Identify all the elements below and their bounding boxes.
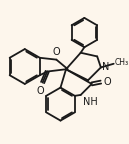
- Text: CH₃: CH₃: [115, 58, 129, 67]
- Text: O: O: [37, 86, 45, 96]
- Text: NH: NH: [83, 97, 98, 107]
- Text: N: N: [102, 62, 109, 72]
- Text: O: O: [104, 77, 111, 87]
- Text: O: O: [53, 47, 60, 57]
